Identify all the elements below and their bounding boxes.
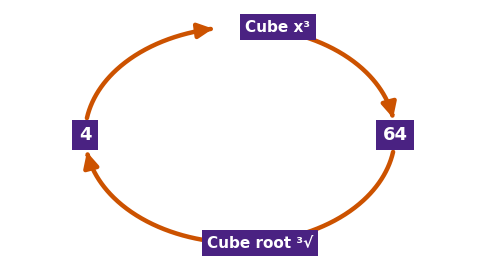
Text: Cube x³: Cube x³: [245, 19, 311, 35]
Text: 64: 64: [383, 126, 408, 144]
Text: Cube root ³√: Cube root ³√: [207, 235, 313, 251]
Text: 4: 4: [79, 126, 91, 144]
